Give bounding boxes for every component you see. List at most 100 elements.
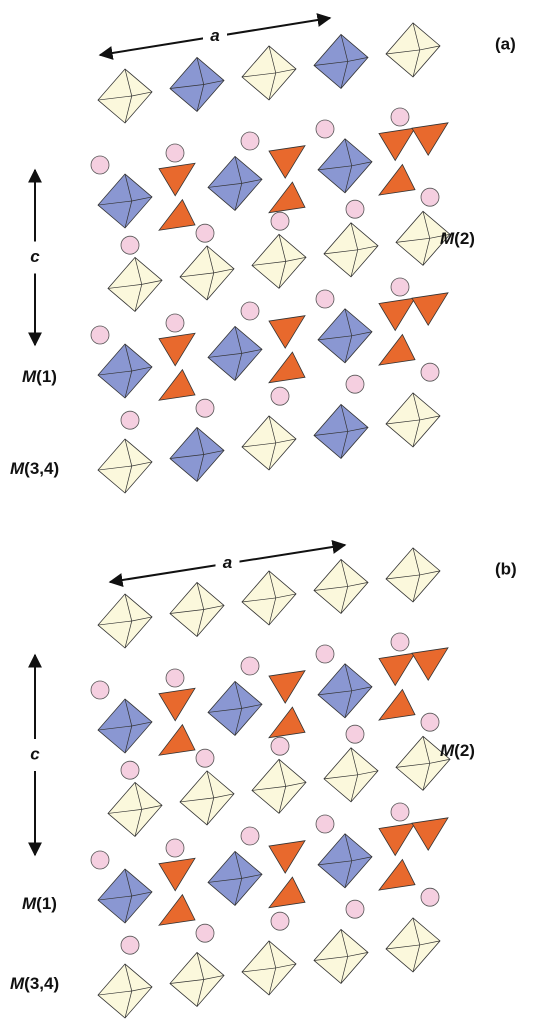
site-label: M(2)	[440, 741, 475, 760]
octahedron	[386, 548, 440, 602]
cation	[391, 633, 409, 651]
octahedron	[98, 174, 152, 228]
cation	[166, 314, 184, 332]
octahedron	[98, 699, 152, 753]
site-symbol: M	[440, 229, 455, 248]
tetrahedron	[269, 316, 305, 348]
structure	[91, 548, 450, 1018]
octahedron	[170, 427, 224, 481]
cation	[316, 290, 334, 308]
octahedron	[242, 571, 296, 625]
tetrahedron	[159, 858, 195, 890]
site-index: (1)	[36, 894, 57, 913]
cation	[196, 224, 214, 242]
tetrahedron	[159, 333, 195, 365]
site-index: (3,4)	[24, 459, 59, 478]
cation	[271, 387, 289, 405]
panel-label: (b)	[495, 559, 517, 578]
cation	[421, 363, 439, 381]
octahedron	[314, 559, 368, 613]
tetrahedron	[379, 689, 415, 720]
octahedron	[242, 941, 296, 995]
octahedron	[180, 246, 234, 300]
tetrahedron	[379, 164, 415, 195]
site-index: (2)	[454, 229, 475, 248]
cation	[391, 278, 409, 296]
octahedron	[98, 344, 152, 398]
cation	[391, 108, 409, 126]
octahedron	[108, 782, 162, 836]
cation	[121, 761, 139, 779]
cation	[196, 399, 214, 417]
tetrahedron	[379, 823, 415, 855]
tetrahedron	[159, 163, 195, 195]
octahedron	[318, 664, 372, 718]
cation	[316, 815, 334, 833]
cation	[91, 326, 109, 344]
tetrahedron	[159, 688, 195, 720]
cation	[271, 212, 289, 230]
site-symbol: M	[10, 459, 25, 478]
octahedron	[98, 69, 152, 123]
axis-label: a	[210, 26, 219, 45]
cation	[271, 737, 289, 755]
cation	[166, 839, 184, 857]
octahedron	[170, 582, 224, 636]
tetrahedron	[269, 877, 305, 908]
tetrahedron	[159, 200, 195, 231]
cation	[421, 188, 439, 206]
cation	[196, 749, 214, 767]
octahedron	[324, 223, 378, 277]
cation	[346, 725, 364, 743]
octahedron	[318, 139, 372, 193]
page: Crystal structure figure html, body { ma…	[0, 0, 539, 1032]
cation	[346, 900, 364, 918]
site-index: (2)	[454, 741, 475, 760]
site-symbol: M	[10, 974, 25, 993]
cation	[316, 120, 334, 138]
cation	[121, 411, 139, 429]
cation	[91, 851, 109, 869]
tetrahedron	[379, 653, 415, 685]
tetrahedron	[159, 725, 195, 756]
tetrahedron	[269, 841, 305, 873]
cation	[241, 827, 259, 845]
octahedron	[252, 234, 306, 288]
octahedron	[318, 834, 372, 888]
octahedron	[98, 439, 152, 493]
site-symbol: M	[22, 894, 37, 913]
tetrahedron	[379, 128, 415, 160]
cation	[196, 924, 214, 942]
axis-label: a	[223, 553, 232, 572]
cation	[271, 912, 289, 930]
cation	[346, 375, 364, 393]
octahedron	[252, 759, 306, 813]
octahedron	[170, 57, 224, 111]
octahedron	[170, 952, 224, 1006]
site-label: M(1)	[22, 894, 57, 913]
octahedron	[208, 156, 262, 210]
cation	[241, 302, 259, 320]
structure	[91, 23, 450, 493]
tetrahedron	[159, 370, 195, 401]
octahedron	[98, 964, 152, 1018]
site-label: M(2)	[440, 229, 475, 248]
figure: ac(a)M(2)M(1)M(3,4)ac(b)M(2)M(1)M(3,4)	[0, 0, 539, 1032]
tetrahedron	[159, 895, 195, 926]
axis-label: c	[30, 247, 40, 266]
octahedron	[208, 851, 262, 905]
site-label: M(3,4)	[10, 459, 59, 478]
octahedron	[208, 326, 262, 380]
octahedron	[108, 257, 162, 311]
cation	[421, 888, 439, 906]
tetrahedron	[269, 707, 305, 738]
cation	[121, 236, 139, 254]
page-body: {"panels": [ {"label": "(a)", "axis_a": …	[0, 0, 539, 1032]
octahedron	[98, 594, 152, 648]
site-symbol: M	[440, 741, 455, 760]
tetrahedron	[379, 334, 415, 365]
cation	[91, 156, 109, 174]
cation	[166, 669, 184, 687]
panel-label: (a)	[495, 34, 516, 53]
site-label: M(1)	[22, 367, 57, 386]
